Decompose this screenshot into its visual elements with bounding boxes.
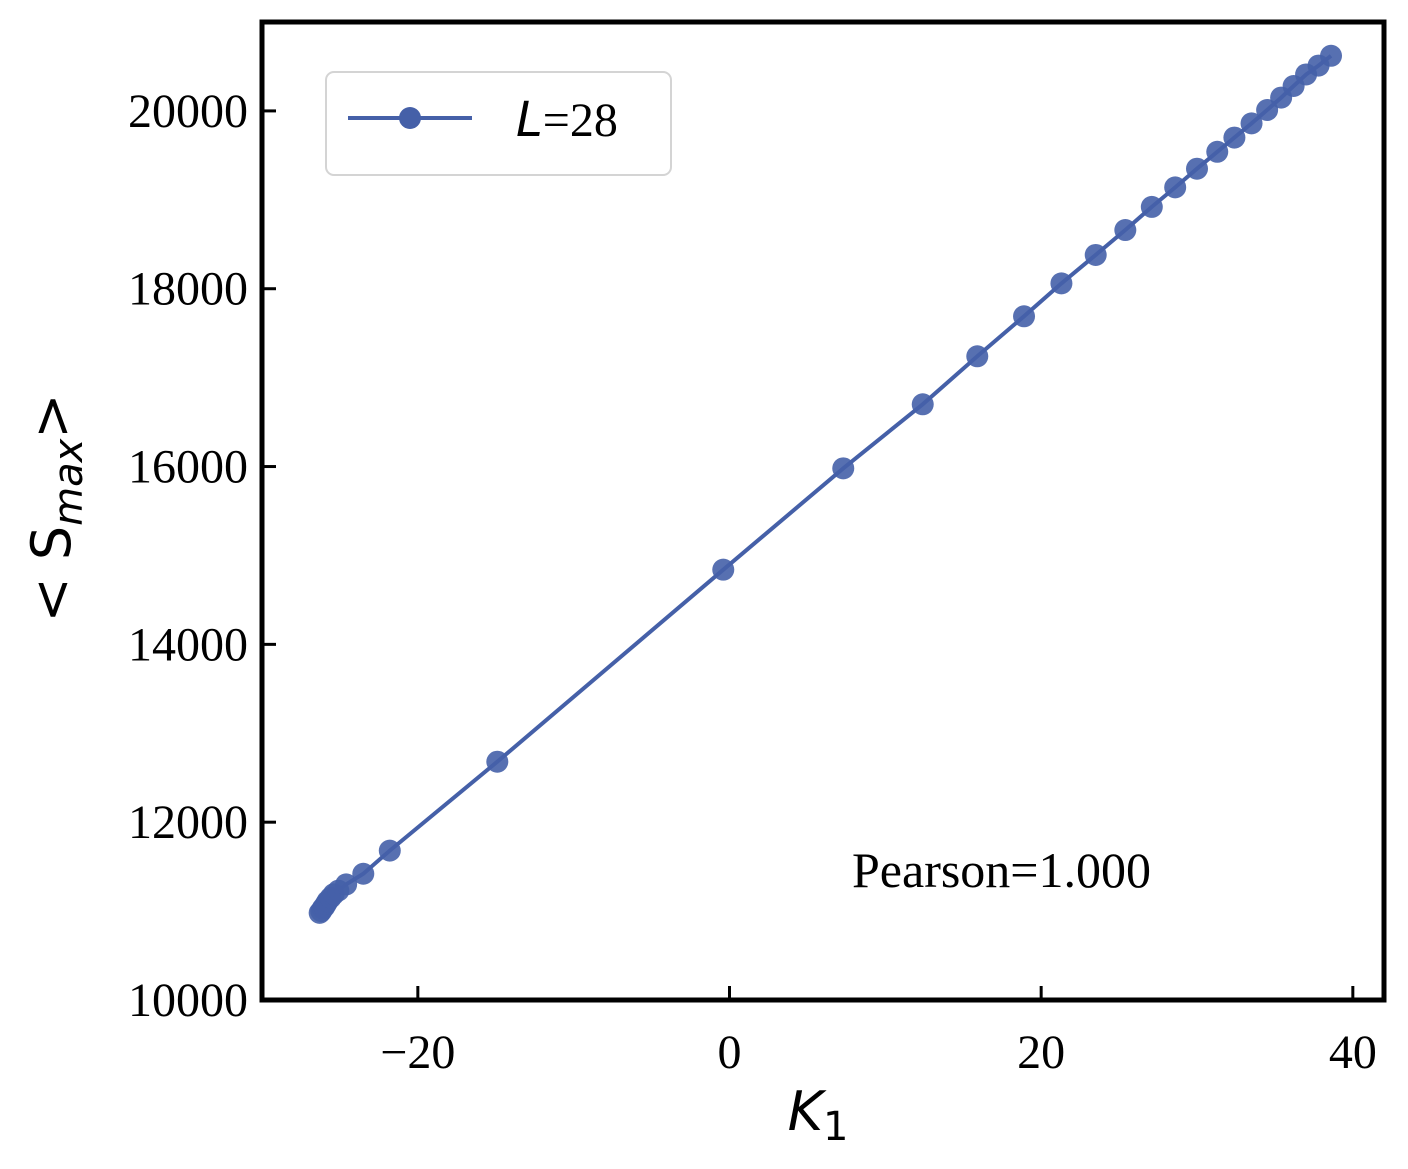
data-point [1320, 44, 1343, 67]
y-tick-label: 14000 [128, 618, 248, 671]
y-axis-label: < Smax> [20, 393, 92, 622]
data-point [1164, 176, 1187, 199]
legend-entry-label: L=28 [516, 92, 618, 148]
plot-frame [259, 19, 1387, 1003]
data-point [378, 839, 401, 862]
legend: L=28 [325, 71, 672, 176]
data-point [1240, 112, 1263, 135]
data-point [1186, 157, 1208, 180]
y-tick-label: 18000 [128, 263, 248, 316]
data-point [1140, 195, 1163, 218]
y-tick-label: 12000 [128, 796, 248, 849]
data-point [486, 750, 509, 773]
data-point [335, 873, 358, 896]
y-tick-label: 20000 [128, 85, 248, 138]
pearson-annotation: Pearson=1.000 [852, 842, 1151, 898]
data-point [712, 558, 735, 581]
data-point [1013, 305, 1036, 328]
legend-box [325, 71, 672, 176]
data-point [966, 345, 989, 368]
data-point [1223, 126, 1246, 149]
y-tick-label: 16000 [128, 441, 248, 494]
data-point [1114, 219, 1137, 242]
data-point [911, 393, 934, 416]
data-point [832, 457, 855, 480]
data-point [1084, 243, 1107, 266]
legend-marker-swatch [399, 107, 421, 129]
x-axis-label: K1 [788, 1080, 849, 1150]
x-tick-label: −20 [380, 1026, 455, 1079]
data-point [1050, 272, 1073, 295]
x-tick-label: 0 [718, 1026, 742, 1079]
y-tick-label: 10000 [128, 974, 248, 1027]
data-point [352, 862, 375, 885]
x-tick-label: 40 [1329, 1026, 1377, 1079]
data-point [1206, 140, 1229, 163]
x-tick-label: 20 [1017, 1026, 1065, 1079]
